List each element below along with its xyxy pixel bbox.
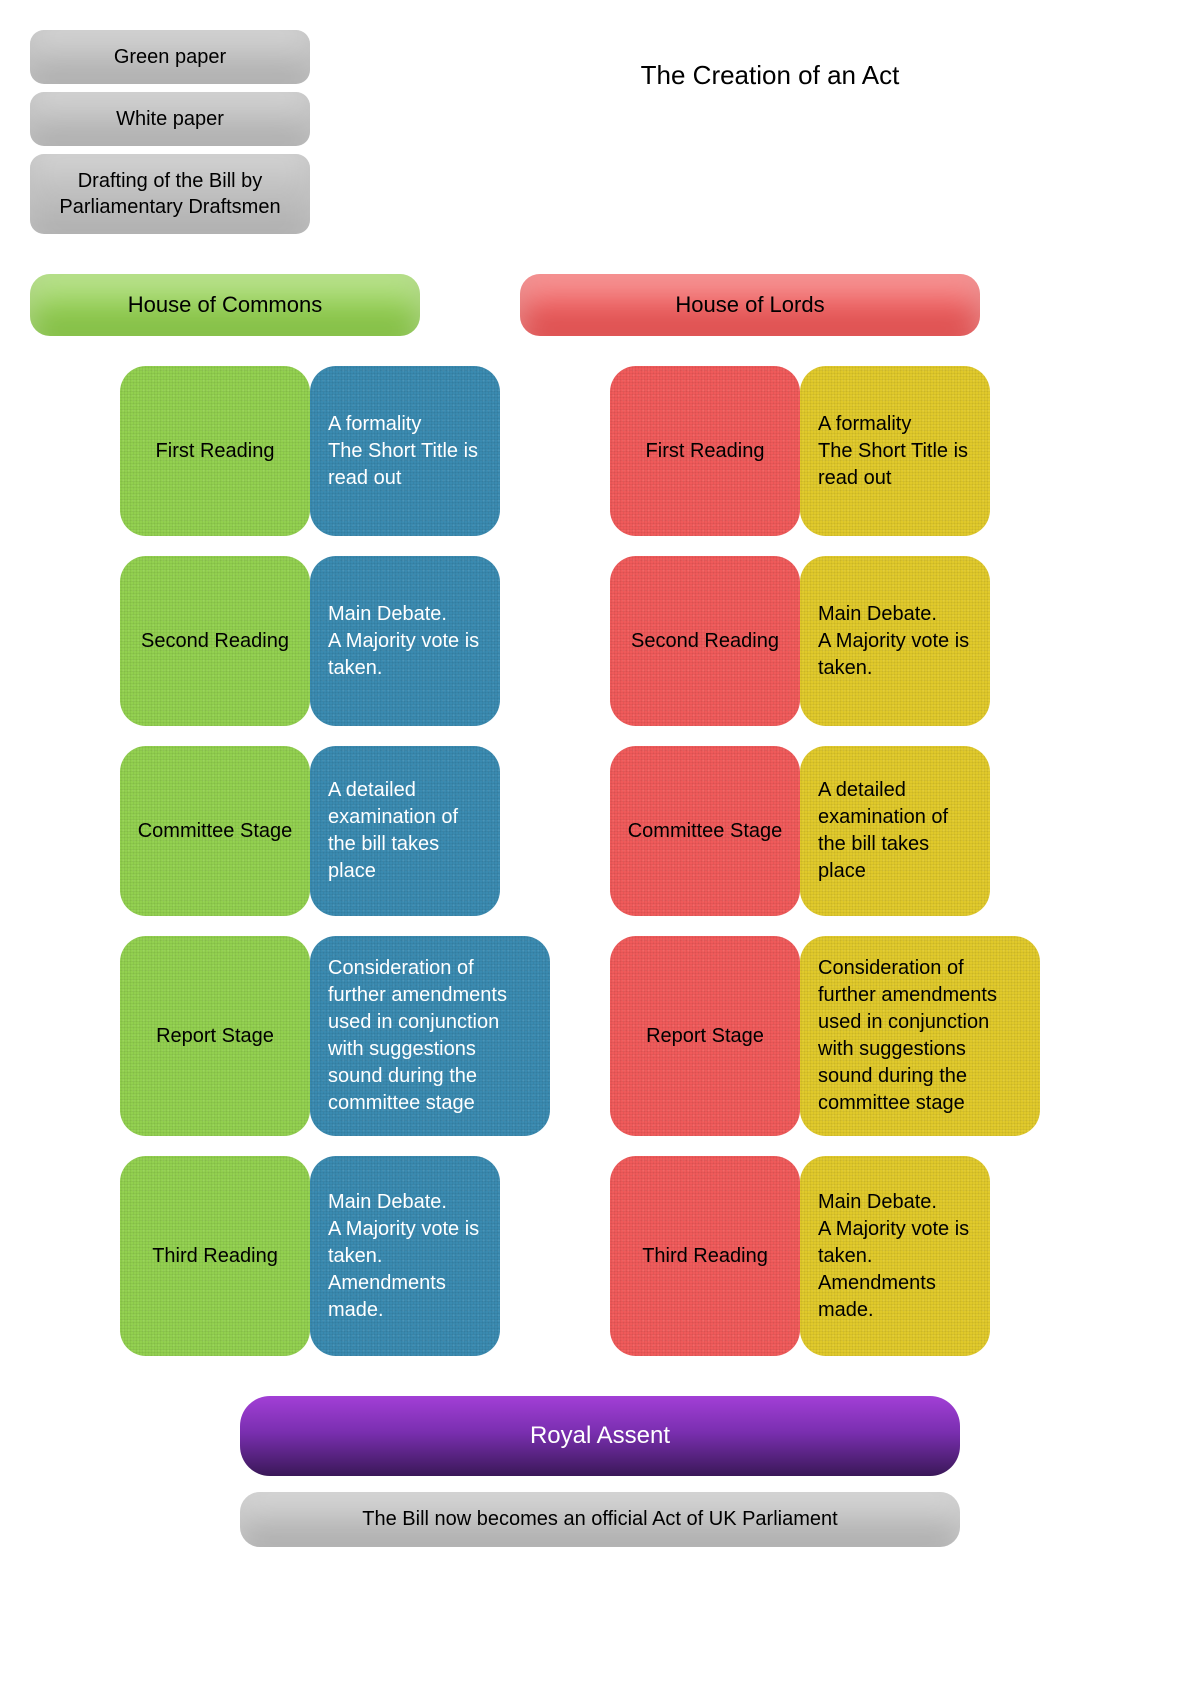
stage-desc-text: Main Debate. A Majority vote is taken. A…	[328, 1189, 482, 1324]
lords-stage-label: Committee Stage	[610, 746, 800, 916]
stage-name: Third Reading	[642, 1243, 768, 1270]
stage-desc-text: A detailed examination of the bill takes…	[328, 777, 482, 885]
stage-name: First Reading	[156, 438, 275, 465]
chamber-headers: House of Commons House of Lords	[30, 274, 1170, 336]
commons-stage-desc: A detailed examination of the bill takes…	[310, 746, 500, 916]
stage-row: First Reading A formality The Short Title…	[610, 366, 1040, 536]
commons-header: House of Commons	[30, 274, 420, 336]
lords-stage-label: Report Stage	[610, 936, 800, 1136]
stage-row: Second Reading Main Debate. A Majority vo…	[120, 556, 550, 726]
commons-stage-desc: Main Debate. A Majority vote is taken.	[310, 556, 500, 726]
stage-desc-text: Consideration of further amendments used…	[328, 955, 532, 1117]
lords-stage-desc: A detailed examination of the bill takes…	[800, 746, 990, 916]
prep-column: Green paper White paper Drafting of the …	[30, 30, 310, 234]
lords-stage-desc: A formality The Short Title is read out	[800, 366, 990, 536]
stage-row: Second Reading Main Debate. A Majority vo…	[610, 556, 1040, 726]
commons-header-label: House of Commons	[128, 292, 322, 317]
commons-stage-desc: Consideration of further amendments used…	[310, 936, 550, 1136]
lords-stage-desc: Main Debate. A Majority vote is taken. A…	[800, 1156, 990, 1356]
stage-name: Committee Stage	[138, 818, 293, 845]
lords-stage-label: Second Reading	[610, 556, 800, 726]
commons-stage-desc: Main Debate. A Majority vote is taken. A…	[310, 1156, 500, 1356]
prep-box-white-paper: White paper	[30, 92, 310, 146]
title-area: The Creation of an Act	[370, 30, 1170, 91]
lords-stages: First Reading A formality The Short Title…	[610, 366, 1040, 1356]
lords-stage-desc: Consideration of further amendments used…	[800, 936, 1040, 1136]
stage-row: Third Reading Main Debate. A Majority vot…	[120, 1156, 550, 1356]
commons-stage-desc: A formality The Short Title is read out	[310, 366, 500, 536]
stage-name: Second Reading	[631, 628, 779, 655]
page-title: The Creation of an Act	[370, 60, 1170, 91]
stage-name: First Reading	[646, 438, 765, 465]
final-label: The Bill now becomes an official Act of …	[362, 1508, 837, 1530]
stage-name: Report Stage	[156, 1023, 274, 1050]
commons-stage-label: Second Reading	[120, 556, 310, 726]
commons-stage-label: Third Reading	[120, 1156, 310, 1356]
stage-name: Third Reading	[152, 1243, 278, 1270]
royal-assent-box: Royal Assent	[240, 1396, 960, 1476]
stage-desc-text: Main Debate. A Majority vote is taken. A…	[818, 1189, 972, 1324]
lords-stage-label: First Reading	[610, 366, 800, 536]
stage-desc-text: A detailed examination of the bill takes…	[818, 777, 972, 885]
stage-row: Third Reading Main Debate. A Majority vot…	[610, 1156, 1040, 1356]
prep-box-drafting: Drafting of the Bill by Parliamentary Dr…	[30, 154, 310, 234]
stage-row: Committee Stage A detailed examination of…	[120, 746, 550, 916]
stage-row: Committee Stage A detailed examination of…	[610, 746, 1040, 916]
commons-stage-label: Report Stage	[120, 936, 310, 1136]
royal-assent-label: Royal Assent	[530, 1422, 670, 1449]
stage-desc-text: Main Debate. A Majority vote is taken.	[328, 601, 482, 682]
lords-stage-label: Third Reading	[610, 1156, 800, 1356]
prep-box-green-paper: Green paper	[30, 30, 310, 84]
commons-stage-label: Committee Stage	[120, 746, 310, 916]
stage-row: Report Stage Consideration of further ame…	[120, 936, 550, 1136]
commons-stages: First Reading A formality The Short Title…	[120, 366, 550, 1356]
top-row: Green paper White paper Drafting of the …	[30, 30, 1170, 234]
stage-desc-text: Main Debate. A Majority vote is taken.	[818, 601, 972, 682]
stage-desc-text: Consideration of further amendments used…	[818, 955, 1022, 1117]
lords-stage-desc: Main Debate. A Majority vote is taken.	[800, 556, 990, 726]
stage-name: Second Reading	[141, 628, 289, 655]
stage-name: Committee Stage	[628, 818, 783, 845]
bottom-area: Royal Assent The Bill now becomes an off…	[30, 1396, 1170, 1547]
prep-label: White paper	[116, 108, 224, 130]
commons-stage-label: First Reading	[120, 366, 310, 536]
stages-wrap: First Reading A formality The Short Title…	[30, 366, 1170, 1356]
final-box: The Bill now becomes an official Act of …	[240, 1492, 960, 1547]
stage-row: Report Stage Consideration of further ame…	[610, 936, 1040, 1136]
stage-row: First Reading A formality The Short Title…	[120, 366, 550, 536]
stage-desc-text: A formality The Short Title is read out	[328, 411, 482, 492]
prep-label: Drafting of the Bill by Parliamentary Dr…	[59, 170, 280, 218]
prep-label: Green paper	[114, 46, 226, 68]
stage-desc-text: A formality The Short Title is read out	[818, 411, 972, 492]
lords-header-label: House of Lords	[675, 292, 824, 317]
lords-header: House of Lords	[520, 274, 980, 336]
stage-name: Report Stage	[646, 1023, 764, 1050]
